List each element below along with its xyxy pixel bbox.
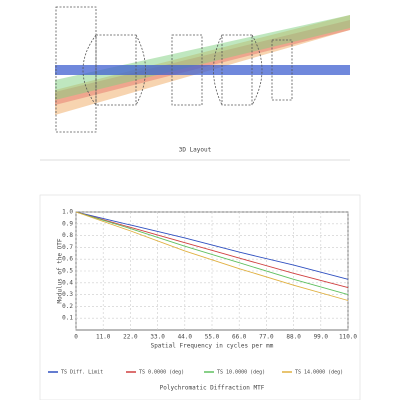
- chart-frame: [39, 194, 361, 400]
- x-tick-label: 99.0: [314, 334, 329, 341]
- legend-label: TS 10.0000 (deg): [217, 370, 265, 376]
- y-tick-label: 0.9: [62, 220, 73, 227]
- x-tick-label: 22.0: [123, 334, 138, 341]
- y-tick-label: 0.2: [62, 303, 73, 310]
- x-axis-label: Spatial Frequency in cycles per mm: [151, 343, 274, 350]
- y-tick-label: 0.7: [62, 244, 73, 251]
- lens-layout: 3D Layout: [40, 6, 350, 161]
- layout-title: 3D Layout: [179, 147, 212, 154]
- y-tick-label: 0.3: [62, 291, 73, 298]
- x-tick-label: 11.0: [96, 334, 111, 341]
- legend-label: TS Diff. Limit: [61, 370, 103, 376]
- y-tick-label: 0.6: [62, 256, 73, 263]
- x-tick-label: 66.0: [232, 334, 247, 341]
- x-tick-label: 88.0: [286, 334, 301, 341]
- legend-label: TS 0.0000 (deg): [139, 370, 184, 376]
- x-tick-label: 44.0: [178, 334, 193, 341]
- x-tick-label: 110.0: [339, 334, 357, 341]
- x-tick-label: 0: [74, 334, 78, 341]
- y-tick-label: 1.0: [62, 209, 73, 216]
- chart-title: Polychromatic Diffraction MTF: [160, 385, 265, 392]
- y-tick-label: 0.1: [62, 315, 73, 322]
- x-tick-label: 55.0: [205, 334, 220, 341]
- y-tick-label: 0.4: [62, 279, 73, 286]
- mtf-line: [75, 211, 349, 296]
- y-axis-label: Modulus of the OTF: [57, 238, 64, 303]
- mtf-line: [75, 211, 349, 288]
- mtf-line: [75, 211, 349, 301]
- y-tick-label: 0.5: [62, 268, 73, 275]
- y-tick-label: 0.8: [62, 232, 73, 239]
- x-tick-label: 77.0: [259, 334, 274, 341]
- x-tick-label: 33.0: [150, 334, 165, 341]
- mtf-line: [75, 211, 349, 280]
- legend-label: TS 14.0000 (deg): [295, 370, 343, 376]
